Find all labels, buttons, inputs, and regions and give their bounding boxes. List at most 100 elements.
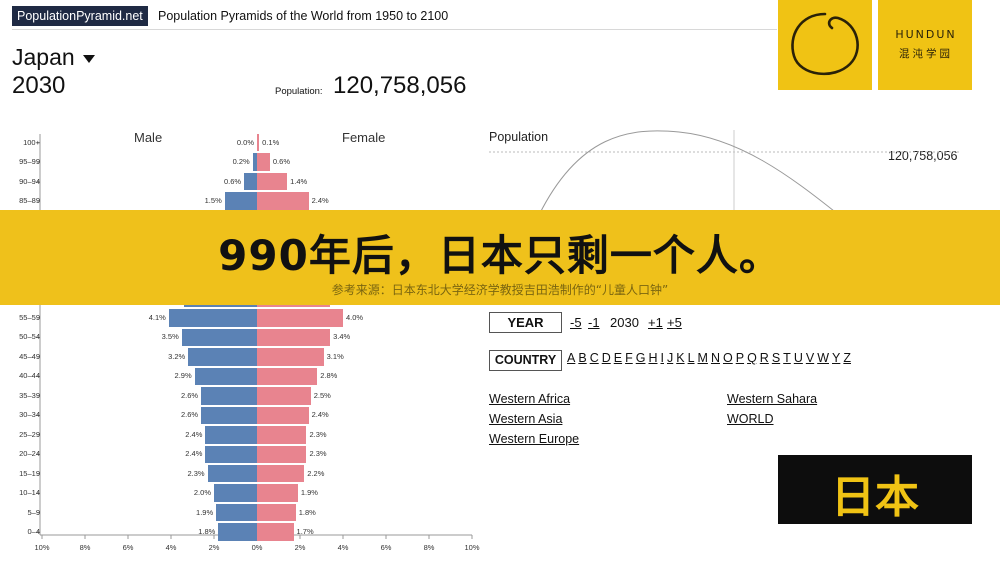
letter-link-n[interactable]: N bbox=[710, 351, 720, 365]
population-trend-chart bbox=[489, 130, 959, 215]
female-percent-label: 2.4% bbox=[311, 410, 329, 420]
caption-source: 参考来源：日本东北大学经济学教授吉田浩制作的“儿童人口钟” bbox=[331, 283, 669, 297]
population-chart-label: Population bbox=[489, 130, 549, 144]
female-bar bbox=[257, 426, 307, 444]
letter-link-k[interactable]: K bbox=[676, 351, 685, 365]
female-bar bbox=[257, 348, 324, 366]
female-bar bbox=[257, 484, 298, 502]
male-percent-label: 0.6% bbox=[223, 176, 242, 186]
male-percent-label: 2.4% bbox=[185, 449, 203, 459]
male-label: Male bbox=[134, 130, 163, 145]
logo-sub-text: 混沌学园 bbox=[899, 48, 953, 60]
age-group-label: 100+ bbox=[23, 137, 40, 147]
male-percent-label: 2.6% bbox=[180, 410, 199, 420]
age-group-label: 25–29 bbox=[19, 429, 40, 439]
female-percent-label: 2.3% bbox=[309, 429, 327, 439]
circle-logo-icon bbox=[791, 12, 859, 76]
letter-link-y[interactable]: Y bbox=[832, 351, 841, 365]
age-group-label: 50–54 bbox=[19, 332, 40, 342]
letter-link-p[interactable]: P bbox=[735, 351, 745, 365]
percent-tick-label: 4% bbox=[337, 543, 349, 552]
female-percent-label: 2.5% bbox=[313, 390, 331, 400]
country-name: Japan bbox=[12, 44, 75, 70]
caption-title: 990年后，日本只剩一个人。 bbox=[218, 231, 782, 280]
letter-link-s[interactable]: S bbox=[771, 351, 781, 365]
letter-link-l[interactable]: L bbox=[687, 351, 695, 365]
percent-tick-label: 6% bbox=[122, 543, 134, 552]
country-link-western-asia[interactable]: Western Asia bbox=[489, 412, 563, 426]
letter-link-j[interactable]: J bbox=[666, 351, 674, 365]
letter-link-e[interactable]: E bbox=[613, 351, 623, 365]
population-value: 120,758,056 bbox=[333, 72, 467, 99]
male-percent-label: 1.5% bbox=[204, 196, 222, 206]
female-bar bbox=[257, 153, 270, 171]
header-divider bbox=[12, 29, 777, 30]
year-plus1-link[interactable]: +1 bbox=[648, 315, 663, 330]
year-label-box: YEAR bbox=[489, 312, 562, 333]
male-bar bbox=[181, 328, 257, 347]
female-percent-label: 0.1% bbox=[262, 137, 280, 147]
population-trend-line bbox=[538, 130, 840, 215]
brand-link[interactable]: PopulationPyramid.net bbox=[12, 6, 148, 26]
female-percent-label: 1.4% bbox=[290, 176, 308, 186]
female-percent-label: 0.6% bbox=[272, 157, 290, 167]
letter-link-r[interactable]: R bbox=[759, 351, 769, 365]
male-percent-label: 1.8% bbox=[198, 527, 216, 537]
letter-link-q[interactable]: Q bbox=[747, 351, 757, 365]
country-link-world[interactable]: WORLD bbox=[727, 412, 774, 426]
country-label-box: COUNTRY bbox=[489, 350, 562, 371]
year-plus5-link[interactable]: +5 bbox=[667, 315, 682, 330]
letter-link-c[interactable]: C bbox=[589, 351, 599, 365]
logo-mark bbox=[778, 0, 872, 90]
age-group-label: 5–9 bbox=[27, 507, 40, 517]
letter-link-a[interactable]: A bbox=[567, 351, 576, 365]
country-badge-box bbox=[778, 455, 972, 524]
letter-link-g[interactable]: G bbox=[635, 351, 646, 365]
male-bar bbox=[218, 523, 257, 541]
age-group-label: 35–39 bbox=[19, 390, 40, 400]
letter-link-w[interactable]: W bbox=[817, 351, 829, 365]
male-percent-label: 2.0% bbox=[193, 488, 211, 498]
age-group-label: 95–99 bbox=[19, 157, 40, 167]
female-bar bbox=[257, 134, 260, 152]
female-bar bbox=[257, 387, 311, 405]
country-link-western-europe[interactable]: Western Europe bbox=[489, 432, 580, 446]
male-bar bbox=[214, 484, 257, 502]
age-group-label: 20–24 bbox=[19, 449, 40, 459]
letter-link-b[interactable]: B bbox=[578, 351, 587, 365]
year-minus5-link[interactable]: -5 bbox=[570, 315, 582, 330]
letter-link-v[interactable]: V bbox=[805, 351, 815, 365]
male-bar bbox=[216, 503, 257, 522]
female-bar bbox=[257, 406, 309, 425]
female-percent-label: 4.0% bbox=[346, 312, 364, 322]
female-label: Female bbox=[342, 130, 386, 145]
country-link-western-africa[interactable]: Western Africa bbox=[489, 392, 571, 406]
letter-link-t[interactable]: T bbox=[783, 351, 791, 365]
letter-link-z[interactable]: Z bbox=[843, 351, 851, 365]
letter-link-m[interactable]: M bbox=[697, 351, 708, 365]
female-percent-label: 3.4% bbox=[333, 332, 351, 342]
letter-link-f[interactable]: F bbox=[625, 351, 633, 365]
female-percent-label: 3.1% bbox=[326, 351, 344, 361]
country-selector[interactable]: Japan bbox=[12, 44, 95, 71]
male-bar bbox=[252, 153, 257, 171]
letter-link-h[interactable]: H bbox=[648, 351, 658, 365]
male-percent-label: 3.2% bbox=[168, 351, 186, 361]
year-minus1-link[interactable]: -1 bbox=[588, 315, 600, 330]
letter-link-u[interactable]: U bbox=[793, 351, 803, 365]
letter-link-i[interactable]: I bbox=[660, 351, 664, 365]
country-link-western-sahara[interactable]: Western Sahara bbox=[727, 392, 818, 406]
female-percent-label: 2.3% bbox=[309, 449, 327, 459]
male-bar bbox=[168, 309, 257, 327]
age-group-label: 15–19 bbox=[19, 468, 40, 478]
male-bar bbox=[201, 387, 257, 405]
age-group-label: 30–34 bbox=[19, 410, 40, 420]
male-percent-label: 2.3% bbox=[187, 468, 205, 478]
male-percent-label: 0.0% bbox=[236, 137, 254, 147]
male-percent-label: 4.1% bbox=[148, 312, 166, 322]
letter-link-o[interactable]: O bbox=[722, 351, 733, 365]
caret-down-icon bbox=[82, 55, 95, 63]
letter-link-d[interactable]: D bbox=[601, 351, 611, 365]
female-bar bbox=[257, 464, 305, 483]
percent-tick-label: 10% bbox=[464, 543, 480, 552]
